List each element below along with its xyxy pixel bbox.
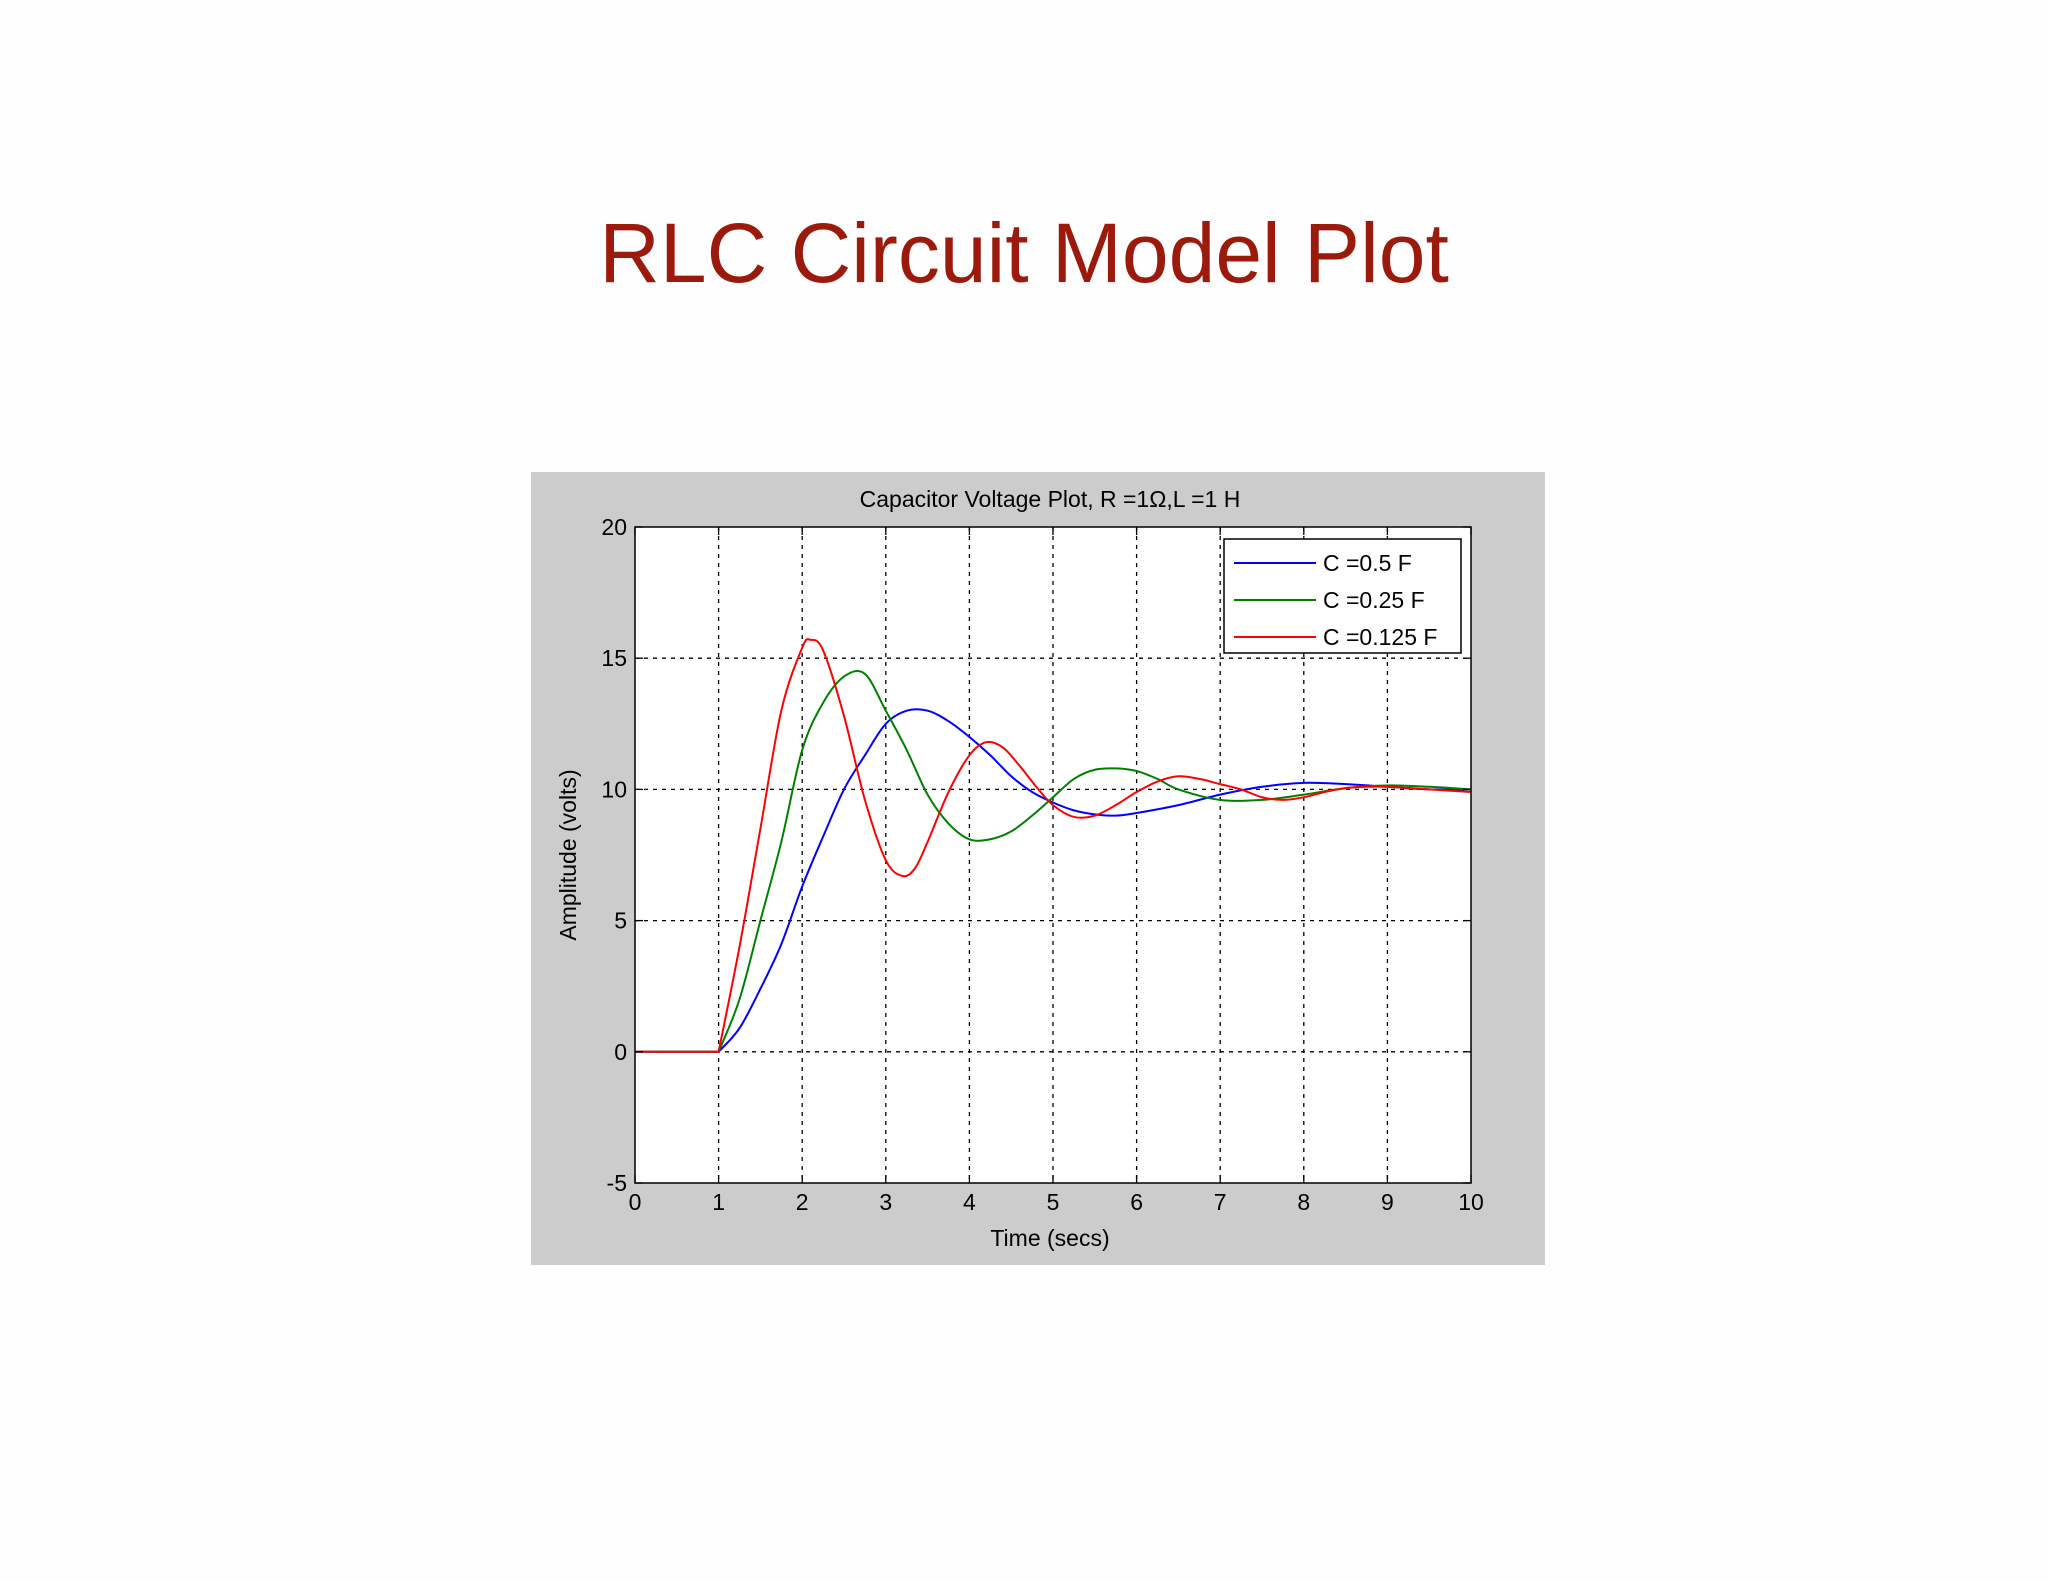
series-line-c-0-5-f (635, 708, 1472, 1053)
x-tick-label: 5 (1047, 1189, 1060, 1215)
legend: C =0.5 F C =0.25 F C =0.125 F (1223, 538, 1462, 654)
y-tick-label: -5 (607, 1170, 627, 1196)
chart-figure: 0 1 2 3 4 5 6 7 8 9 10 -5 0 5 10 15 20 Capacitor Voltage… (531, 472, 1545, 1265)
chart-title: Capacitor Voltage Plot, R =1Ω,L =1 H (860, 486, 1241, 512)
y-tick-label: 0 (614, 1039, 627, 1065)
legend-label: C =0.125 F (1323, 624, 1437, 650)
legend-box (1223, 538, 1462, 654)
x-tick-label: 7 (1214, 1189, 1227, 1215)
y-tick-label: 10 (601, 776, 627, 802)
y-tick-label: 5 (614, 908, 627, 934)
series-lines (635, 638, 1472, 1053)
x-tick-label: 1 (712, 1189, 725, 1215)
x-tick-label: 4 (963, 1189, 976, 1215)
slide-title: RLC Circuit Model Plot (599, 206, 1449, 300)
x-axis-label: Time (secs) (990, 1225, 1109, 1251)
x-tick-label: 0 (629, 1189, 642, 1215)
legend-label: C =0.25 F (1323, 587, 1425, 613)
x-tick-label: 10 (1458, 1189, 1484, 1215)
y-tick-label: 15 (601, 645, 627, 671)
x-tick-label: 3 (879, 1189, 892, 1215)
series-line-c-0-25-f (635, 670, 1472, 1053)
legend-label: C =0.5 F (1323, 550, 1412, 576)
x-tick-label: 9 (1381, 1189, 1394, 1215)
x-tick-label: 6 (1130, 1189, 1143, 1215)
series-line-c-0-125-f (635, 638, 1472, 1053)
y-axis-label: Amplitude (volts) (555, 769, 581, 940)
x-tick-label: 2 (796, 1189, 809, 1215)
x-tick-label: 8 (1297, 1189, 1310, 1215)
y-tick-label: 20 (601, 514, 627, 540)
